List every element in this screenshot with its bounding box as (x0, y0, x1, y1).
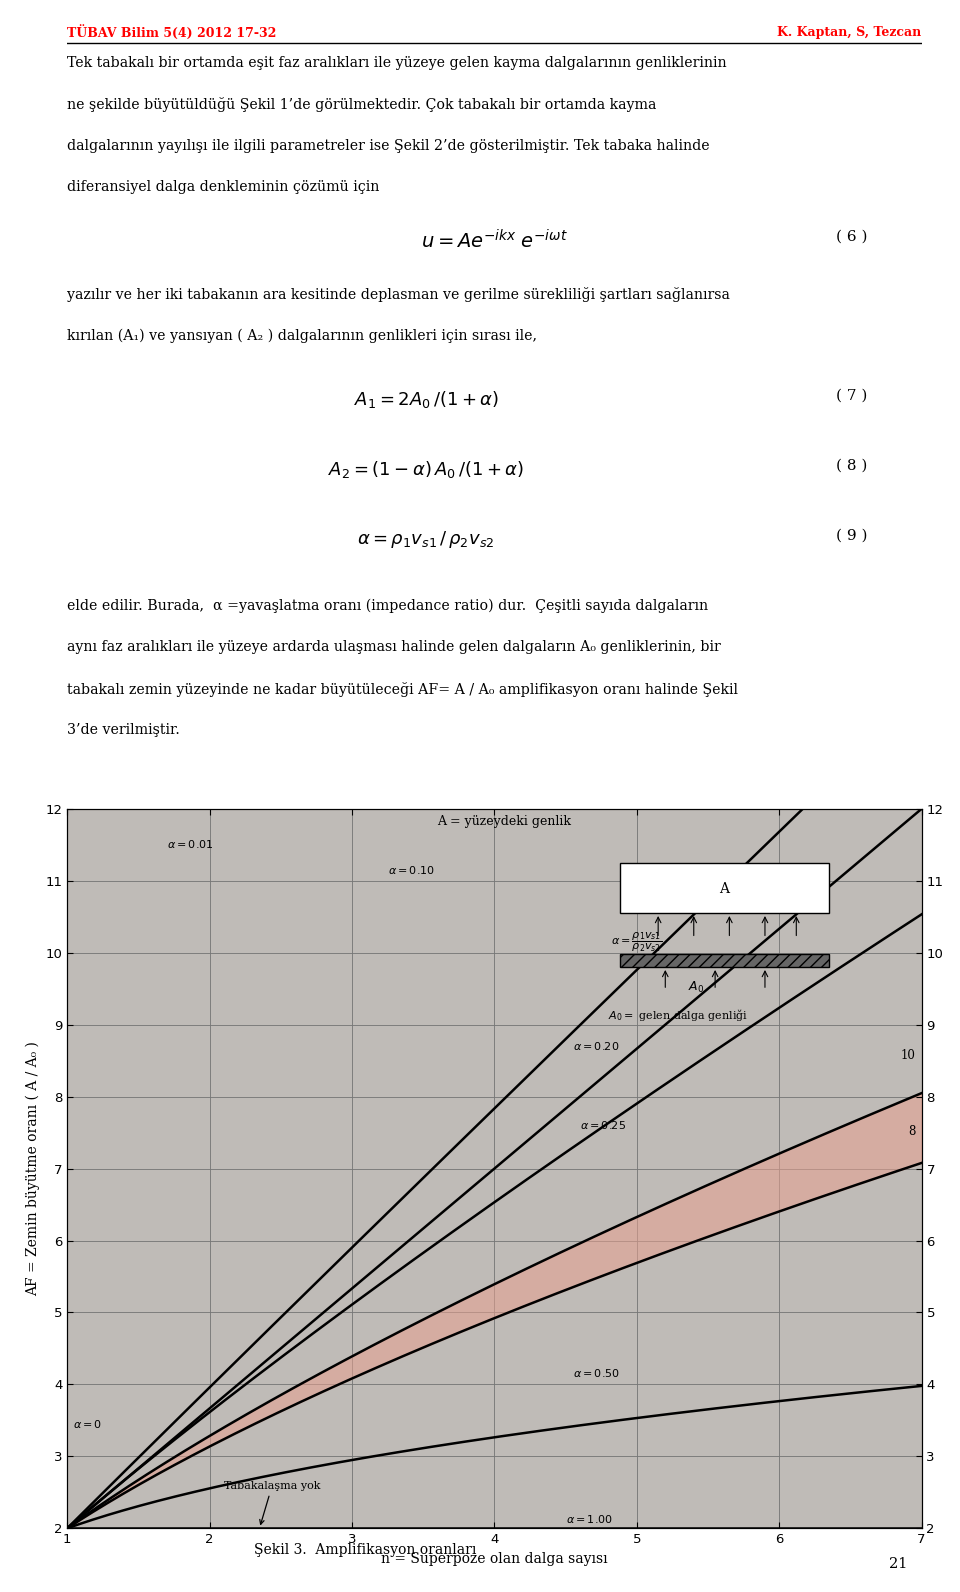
Text: ( 7 ): ( 7 ) (836, 388, 868, 403)
Text: $A_1 = 2A_0\,/(1+\alpha)$: $A_1 = 2A_0\,/(1+\alpha)$ (353, 388, 498, 409)
Text: $\alpha = 0.10$: $\alpha = 0.10$ (388, 863, 435, 876)
Text: ( 6 ): ( 6 ) (836, 229, 868, 244)
Text: $\alpha = \rho_1 v_{s1}\,/\,\rho_2 v_{s2}$: $\alpha = \rho_1 v_{s1}\,/\,\rho_2 v_{s2… (357, 529, 494, 549)
Text: ( 8 ): ( 8 ) (836, 458, 868, 473)
Text: diferansiyel dalga denkleminin çözümü için: diferansiyel dalga denkleminin çözümü iç… (67, 180, 379, 194)
Text: yazılır ve her iki tabakanın ara kesitinde deplasman ve gerilme sürekliliği şart: yazılır ve her iki tabakanın ara kesitin… (67, 287, 730, 302)
Text: A: A (719, 882, 730, 896)
Text: $A_0$: $A_0$ (687, 981, 704, 995)
Text: elde edilir. Burada,  α =yavaşlatma oranı (impedance ratio) dur.  Çeşitli sayıda: elde edilir. Burada, α =yavaşlatma oranı… (67, 599, 708, 613)
Text: TÜBAV Bilim 5(4) 2012 17-32: TÜBAV Bilim 5(4) 2012 17-32 (67, 25, 276, 40)
Text: $\alpha = 0.50$: $\alpha = 0.50$ (573, 1368, 620, 1379)
Text: $\alpha = 0$: $\alpha = 0$ (73, 1417, 102, 1430)
Text: $\alpha = 0.25$: $\alpha = 0.25$ (580, 1119, 626, 1130)
Bar (620, 863, 829, 914)
Text: Tek tabakalı bir ortamda eşit faz aralıkları ile yüzeye gelen kayma dalgalarının: Tek tabakalı bir ortamda eşit faz aralık… (67, 56, 727, 70)
Text: $\alpha = 0.01$: $\alpha = 0.01$ (167, 839, 213, 850)
Y-axis label: AF = Zemin büyütme oranı ( A / A₀ ): AF = Zemin büyütme oranı ( A / A₀ ) (25, 1041, 39, 1296)
Text: $\alpha = \dfrac{\rho_1 v_{s1}}{\rho_2 v_{s2}}$: $\alpha = \dfrac{\rho_1 v_{s1}}{\rho_2 v… (612, 930, 662, 954)
Text: tabakalı zemin yüzeyinde ne kadar büyütüleceği AF= A / A₀ amplifikasyon oranı ha: tabakalı zemin yüzeyinde ne kadar büyütü… (67, 681, 738, 697)
Text: $u = Ae^{-ikx}\;e^{-i\omega t}$: $u = Ae^{-ikx}\;e^{-i\omega t}$ (420, 229, 568, 253)
Text: $\alpha = 1.00$: $\alpha = 1.00$ (565, 1514, 612, 1525)
Text: K. Kaptan, S, Tezcan: K. Kaptan, S, Tezcan (778, 27, 922, 40)
Text: $\alpha = 0.20$: $\alpha = 0.20$ (573, 1040, 619, 1052)
Text: $A_0 =$ gelen dalga genliği: $A_0 =$ gelen dalga genliği (609, 1006, 749, 1022)
Text: 3’de verilmiştir.: 3’de verilmiştir. (67, 723, 180, 737)
Text: ( 9 ): ( 9 ) (836, 529, 868, 543)
Text: kırılan (A₁) ve yansıyan ( A₂ ) dalgalarının genlikleri için sırası ile,: kırılan (A₁) ve yansıyan ( A₂ ) dalgalar… (67, 328, 538, 342)
Text: dalgalarının yayılışı ile ilgili parametreler ise Şekil 2’de gösterilmiştir. Tek: dalgalarının yayılışı ile ilgili paramet… (67, 139, 709, 153)
Text: aynı faz aralıkları ile yüzeye ardarda ulaşması halinde gelen dalgaların A₀ genl: aynı faz aralıkları ile yüzeye ardarda u… (67, 640, 721, 654)
Text: 10: 10 (901, 1049, 916, 1062)
Text: Şekil 3.  Amplifikasyon oranları: Şekil 3. Amplifikasyon oranları (253, 1543, 476, 1557)
Bar (620, 954, 829, 966)
Text: ne şekilde büyütüldüğü Şekil 1’de görülmektedir. Çok tabakalı bir ortamda kayma: ne şekilde büyütüldüğü Şekil 1’de görülm… (67, 97, 657, 111)
Text: 21: 21 (889, 1557, 907, 1571)
Text: Tabakalaşma yok: Tabakalaşma yok (224, 1481, 321, 1524)
Text: A = yüzeydeki genlik: A = yüzeydeki genlik (438, 815, 571, 828)
Text: 8: 8 (908, 1126, 916, 1138)
X-axis label: n = Superpoze olan dalga sayısı: n = Superpoze olan dalga sayısı (381, 1552, 608, 1567)
Bar (620, 954, 829, 966)
Text: $A_2 = (1-\alpha)\,A_0\,/(1+\alpha)$: $A_2 = (1-\alpha)\,A_0\,/(1+\alpha)$ (328, 458, 524, 479)
